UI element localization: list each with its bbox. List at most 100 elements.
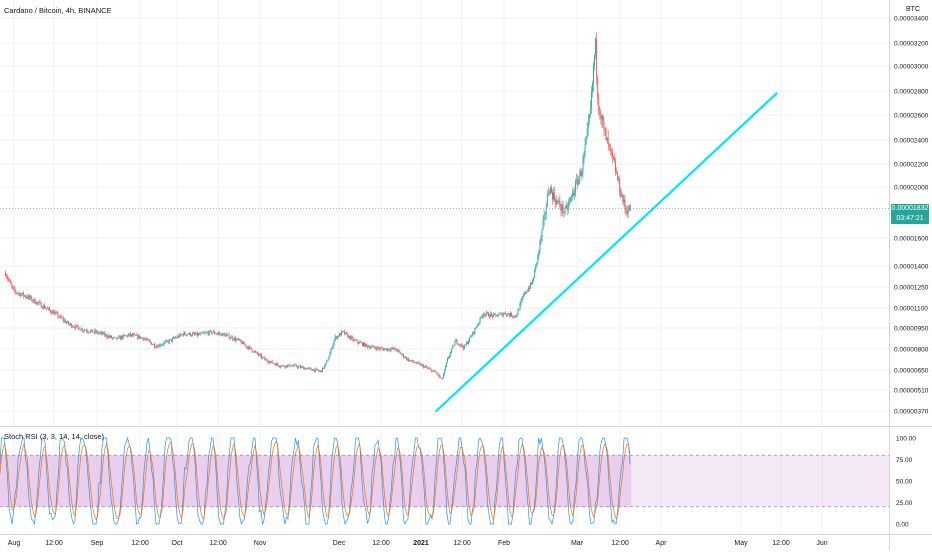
candle-body (141, 337, 143, 338)
candle-body (217, 333, 219, 335)
candle-body (234, 337, 236, 341)
candle-body (196, 333, 198, 335)
candle-body (510, 312, 511, 316)
candle-body (572, 193, 573, 196)
candle-body (415, 363, 417, 364)
candle-body (364, 342, 366, 347)
candle-body (324, 365, 326, 369)
candle-body (101, 332, 103, 335)
candle-body (132, 334, 133, 336)
candle-body (397, 349, 399, 351)
candle-body (128, 333, 130, 335)
candle-body (314, 368, 316, 372)
candle-body (279, 366, 280, 367)
candle-body (161, 344, 163, 346)
candle-body (474, 328, 476, 334)
candle-body (65, 322, 67, 323)
candle-body (309, 367, 311, 369)
candle-body (428, 368, 430, 369)
candle-body (549, 187, 551, 194)
chart-title: Cardano / Bitcoin, 4h, BINANCE (4, 6, 112, 15)
candle-body (531, 282, 532, 284)
candle-body (78, 327, 80, 330)
candle-body (138, 335, 140, 339)
candle-body (202, 332, 204, 334)
candle-body (478, 322, 480, 324)
candle-body (115, 337, 117, 339)
candle-body (48, 307, 49, 309)
candle-body (194, 333, 195, 335)
candle-body (490, 313, 492, 318)
candle-body (83, 330, 85, 331)
candle-body (22, 292, 24, 296)
candle-body (454, 341, 456, 346)
candle-body (205, 332, 207, 334)
candle-body (40, 302, 42, 308)
x-tick-label: Apr (656, 540, 668, 547)
candle-body (284, 366, 286, 368)
candle-body (264, 357, 266, 360)
candle-body (416, 362, 418, 364)
candle-body (122, 335, 124, 339)
candle-body (577, 179, 579, 185)
x-tick-label: Mar (571, 540, 584, 547)
candle-body (305, 368, 307, 370)
candle-body (498, 313, 500, 316)
candle-body (587, 120, 589, 129)
candle-body (100, 332, 102, 333)
candle-body (345, 332, 347, 335)
candle-body (427, 367, 429, 369)
candle-body (204, 332, 206, 334)
candle-body (241, 341, 243, 344)
candle-body (558, 200, 560, 203)
candle-body (44, 308, 46, 309)
candle-body (561, 204, 563, 211)
candle-body (47, 308, 48, 310)
candle-body (350, 336, 352, 340)
candle-body (113, 337, 115, 338)
candle-body (262, 357, 264, 358)
candle-body (164, 341, 166, 343)
candle-body (332, 344, 334, 349)
candle-body (326, 361, 328, 364)
candle-body (171, 338, 173, 342)
candle-body (93, 332, 95, 333)
candle-body (104, 334, 106, 336)
candle-body (400, 353, 402, 355)
candle-body (608, 143, 610, 147)
candle-body (274, 363, 276, 366)
candle-body (111, 335, 112, 338)
candle-body (7, 277, 9, 279)
candle-body (191, 333, 193, 336)
candle-body (70, 323, 72, 325)
candle-body (629, 205, 631, 211)
candle-body (429, 368, 431, 370)
candle-body (355, 340, 357, 341)
candle-body (533, 277, 535, 281)
candle-body (289, 364, 291, 367)
candle-body (453, 345, 455, 347)
candle-body (450, 352, 452, 356)
candle-body (352, 337, 354, 341)
candle-body (437, 374, 439, 375)
candle-body (334, 336, 336, 340)
candle-body (399, 351, 401, 354)
candle-body (263, 357, 265, 358)
candle-body (499, 313, 501, 314)
candle-body (565, 205, 567, 208)
candle-body (73, 326, 75, 328)
candle-body (393, 347, 395, 349)
candle-body (110, 335, 111, 338)
candle-body (564, 207, 566, 213)
candle-countdown: 03:47:21 (896, 215, 924, 222)
candle-body (601, 115, 603, 120)
x-tick-label: Dec (333, 540, 346, 547)
candle-body (530, 282, 531, 289)
candle-body (154, 344, 156, 347)
candle-body (82, 330, 84, 332)
candle-body (497, 315, 499, 317)
candle-body (467, 342, 468, 344)
candle-body (337, 335, 339, 337)
